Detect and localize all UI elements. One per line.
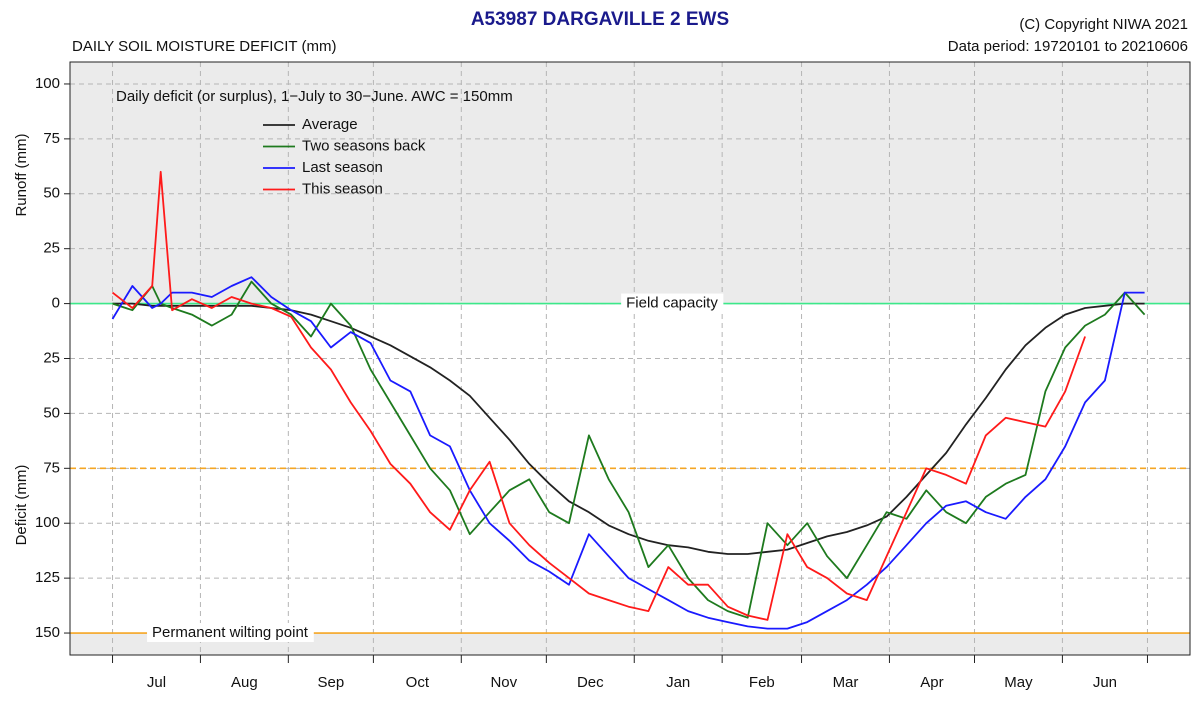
x-tick-label: Mar [833,674,859,691]
y-tick-label: 100 [35,75,60,92]
series-line [112,280,1146,619]
y-tick-label: 150 [35,624,60,641]
y-tick-label: 75 [43,130,60,147]
x-tick-label: Apr [920,674,943,691]
legend-label: Average [302,116,358,133]
reference-label: Permanent wilting point [152,624,309,641]
y-tick-label: 100 [35,514,60,531]
chart-title: A53987 DARGAVILLE 2 EWS [471,9,729,30]
plot-frame [69,61,1191,656]
y-tick-label: 75 [43,459,60,476]
y-tick-label: 25 [43,349,60,366]
y-tick-label: 0 [52,295,60,312]
series-line [111,170,1086,621]
x-tick-label: Sep [318,674,345,691]
y-label-deficit: Deficit (mm) [13,465,30,546]
reference-label-bg [621,293,724,313]
y-tick-label: 125 [35,569,60,586]
y-tick-label: 50 [43,185,60,202]
below-wilting-shade [70,633,1190,655]
legend-label: Two seasons back [302,137,426,154]
x-tick-label: Jul [147,674,166,691]
copyright: (C) Copyright NIWA 2021 [1019,16,1188,33]
x-tick-label: Aug [231,674,258,691]
data-period: Data period: 19720101 to 20210606 [948,38,1188,55]
y-tick-label: 25 [43,240,60,257]
x-tick-label: May [1004,674,1033,691]
y-tick-label: 50 [43,404,60,421]
y-label-runoff: Runoff (mm) [13,133,30,216]
x-tick-label: Jun [1093,674,1117,691]
x-tick-label: Nov [490,674,517,691]
chart-subtitle: DAILY SOIL MOISTURE DEFICIT (mm) [72,38,336,55]
x-tick-label: Dec [577,674,604,691]
legend-label: This season [302,180,383,197]
x-tick-label: Feb [749,674,775,691]
legend-label: Last season [302,159,383,176]
reference-label-bg [147,623,314,643]
annotation: Daily deficit (or surplus), 1−July to 30… [116,88,513,105]
reference-label: Field capacity [626,295,718,312]
surplus-shade [70,62,1190,304]
series-line [111,276,1145,630]
x-tick-label: Oct [406,674,430,691]
x-tick-label: Jan [666,674,690,691]
